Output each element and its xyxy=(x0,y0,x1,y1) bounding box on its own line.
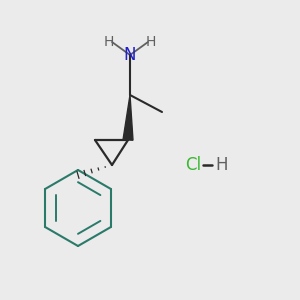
Polygon shape xyxy=(123,95,133,140)
Text: H: H xyxy=(146,35,156,49)
Text: H: H xyxy=(104,35,114,49)
Text: N: N xyxy=(124,46,136,64)
Text: Cl: Cl xyxy=(185,156,201,174)
Text: H: H xyxy=(215,156,227,174)
